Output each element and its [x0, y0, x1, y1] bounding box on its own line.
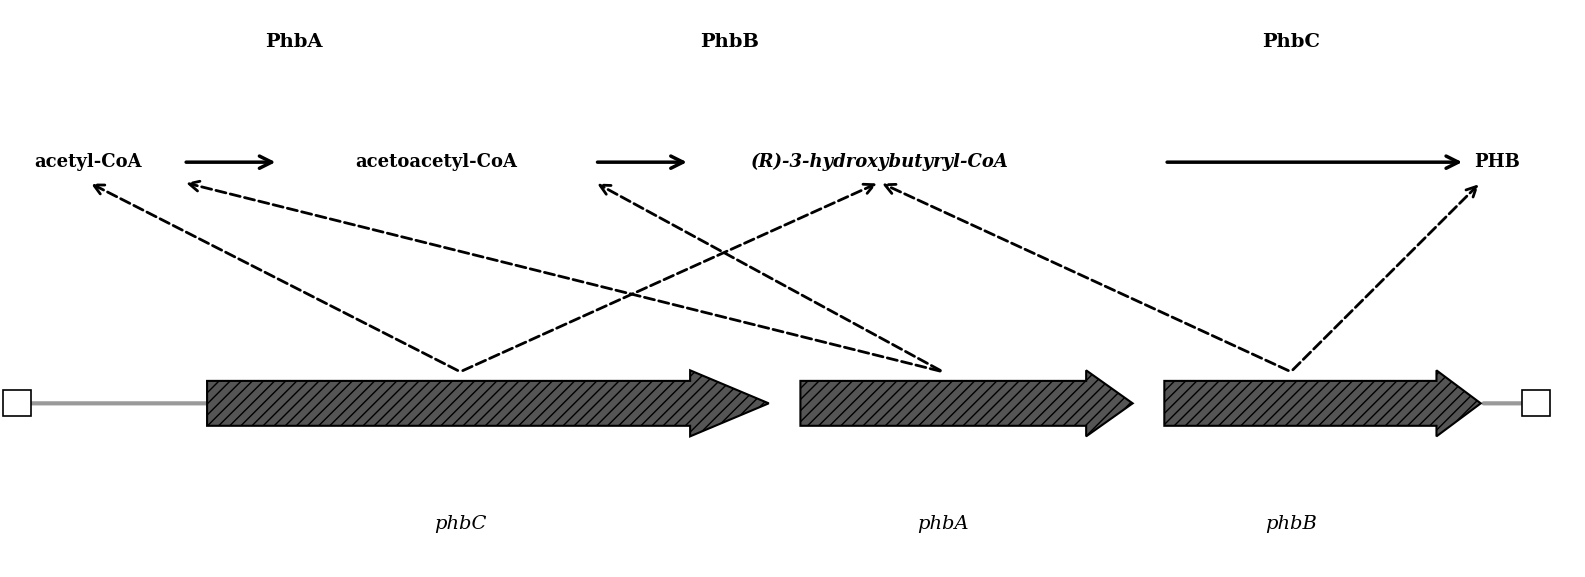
Polygon shape — [208, 370, 769, 436]
Polygon shape — [1165, 370, 1480, 436]
FancyBboxPatch shape — [1522, 391, 1550, 416]
Text: phbC: phbC — [434, 515, 487, 533]
Text: phbB: phbB — [1265, 515, 1317, 533]
Text: acetoacetyl-CoA: acetoacetyl-CoA — [355, 153, 517, 171]
Polygon shape — [800, 370, 1133, 436]
Text: phbA: phbA — [918, 515, 968, 533]
Text: PhbA: PhbA — [265, 32, 323, 51]
Text: PHB: PHB — [1474, 153, 1520, 171]
Text: PhbC: PhbC — [1262, 32, 1320, 51]
Text: (R)-3-hydroxybutyryl-CoA: (R)-3-hydroxybutyryl-CoA — [751, 153, 1008, 171]
FancyBboxPatch shape — [3, 391, 32, 416]
Text: PhbB: PhbB — [699, 32, 759, 51]
Text: acetyl-CoA: acetyl-CoA — [35, 153, 143, 171]
